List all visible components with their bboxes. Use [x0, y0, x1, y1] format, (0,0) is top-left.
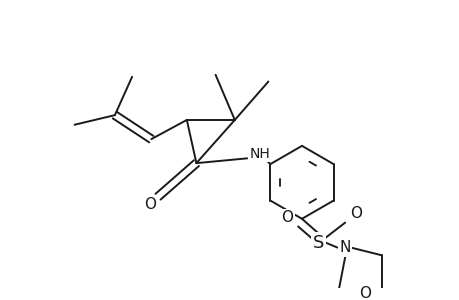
Text: S: S — [312, 234, 323, 252]
Text: NH: NH — [249, 146, 269, 161]
Text: O: O — [144, 197, 156, 212]
Text: O: O — [281, 210, 293, 225]
Text: N: N — [339, 240, 350, 255]
Text: O: O — [358, 286, 370, 300]
Text: O: O — [349, 206, 361, 221]
